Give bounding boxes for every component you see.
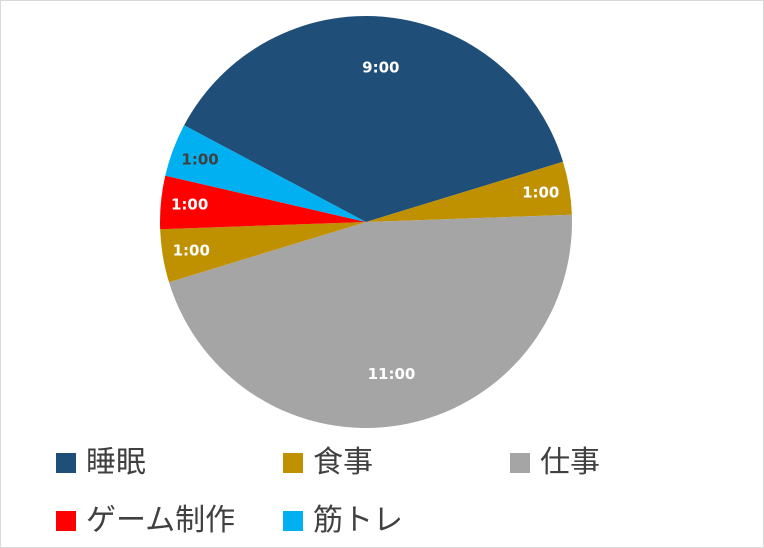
legend-swatch [283,453,303,473]
data-label: 1:00 [181,150,218,168]
pie-chart: 9:00 1:00 11:00 1:00 1:00 1:00 [160,15,572,429]
legend-label: 仕事 [540,445,600,480]
slice-work [169,214,572,429]
legend-item-meal: 食事 [283,443,510,483]
data-label: 9:00 [362,59,399,77]
data-label: 11:00 [368,365,416,383]
legend: 睡眠 食事 仕事 ゲーム制作 筋トレ [56,443,746,541]
slice-meal-2 [160,222,366,283]
legend-swatch [56,511,76,531]
legend-swatch [510,453,530,473]
data-label: 1:00 [171,196,208,214]
legend-item-workout: 筋トレ [283,501,510,541]
legend-item-game-dev: ゲーム制作 [56,501,283,541]
legend-label: 食事 [313,445,373,480]
legend-item-work: 仕事 [510,443,737,483]
legend-swatch [56,453,76,473]
slice-meal [366,161,572,222]
legend-item-sleep: 睡眠 [56,443,283,483]
legend-label: 筋トレ [313,503,403,538]
legend-label: ゲーム制作 [86,503,236,538]
data-label: 1:00 [522,183,559,201]
slice-sleep [184,15,563,223]
legend-label: 睡眠 [86,445,146,480]
legend-swatch [283,511,303,531]
slice-workout [165,125,366,222]
slice-game-dev [160,175,366,230]
data-label: 1:00 [173,242,210,260]
